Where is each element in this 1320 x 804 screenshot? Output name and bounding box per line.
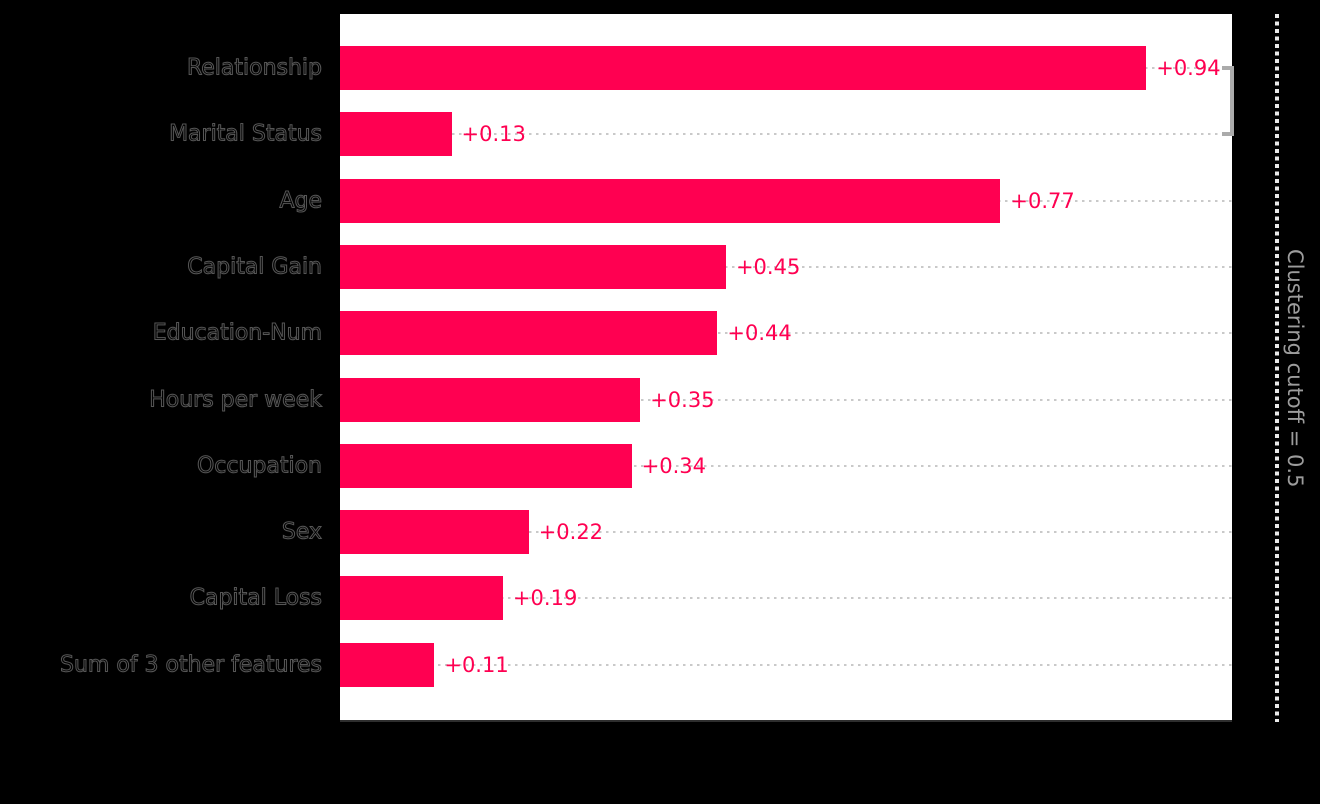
y-axis-label: Age [279,188,323,214]
gridline [340,597,1232,600]
bar-row: +0.22 [340,499,1232,565]
bar-row: +0.34 [340,433,1232,499]
bar-row: +0.77 [340,168,1232,234]
gridline [340,265,1232,268]
bar-value-label: +0.77 [1010,188,1075,213]
bar [340,311,718,356]
clustering-cutoff-line [1275,14,1279,722]
gridline [340,133,1232,136]
bar-value-label: +0.34 [641,453,706,478]
bar-value-label: +0.11 [444,652,509,677]
bar [340,642,435,687]
bar-value-label: +0.22 [538,520,604,545]
y-axis-label: Education-Num [152,320,322,346]
bar-value-label: +0.13 [461,122,526,147]
gridline [340,398,1232,401]
bar-row: +0.45 [340,234,1232,300]
gridline [340,464,1232,467]
bar-row: +0.94 [340,35,1232,101]
bar [340,178,1001,223]
gridline [340,332,1232,335]
y-axis-tick-labels: Relationship Marital Status Age Capital … [0,14,330,722]
bar [340,576,503,621]
y-axis-label: Occupation [196,453,322,479]
clustering-bracket [1222,66,1234,136]
gridline [340,531,1232,534]
y-axis-label: Marital Status [169,121,323,147]
y-axis-label: Capital Loss [189,585,322,611]
bar-value-label: +0.45 [735,254,801,279]
bar-row: +0.19 [340,565,1232,631]
bar-value-label: +0.94 [1156,56,1221,80]
bar [340,46,1147,90]
bar-row: +0.13 [340,101,1232,167]
y-axis-label: Relationship [186,55,322,81]
y-axis-label: Sum of 3 other features [59,652,322,678]
bar [340,377,641,422]
bar-row: +0.11 [340,632,1232,698]
bar-row: +0.35 [340,367,1232,433]
bar [340,443,632,488]
clustering-cutoff-label: Clustering cutoff = 0.5 [1283,248,1307,488]
bar-row: +0.44 [340,300,1232,366]
y-axis-label: Capital Gain [187,254,323,280]
bar [340,244,726,289]
bar-value-label: +0.44 [727,321,792,346]
bar-value-label: +0.35 [650,387,715,412]
bar [340,510,529,555]
bar [340,112,452,157]
plot-area: +0.94 +0.13 +0.77 +0.45 +0.44 +0.35 [340,14,1232,722]
y-axis-label: Sex [281,519,322,545]
gridline [340,663,1232,666]
y-axis-label: Hours per week [149,387,323,413]
bar-value-label: +0.19 [512,586,578,611]
